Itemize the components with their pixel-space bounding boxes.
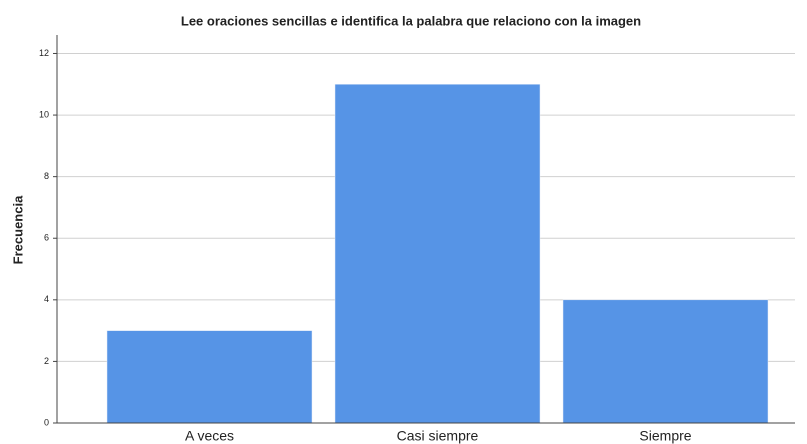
y-tick-label: 12	[39, 48, 49, 58]
x-tick-label: Siempre	[639, 428, 691, 444]
y-tick-label: 10	[39, 109, 49, 119]
y-tick-label: 8	[44, 171, 49, 181]
bar	[106, 330, 313, 424]
x-tick-label: Casi siempre	[397, 428, 479, 444]
y-axis-label: Frecuencia	[10, 195, 25, 264]
y-tick-label: 2	[44, 356, 49, 366]
y-tick-label: 4	[44, 294, 49, 304]
bar	[334, 84, 541, 424]
chart-title: Lee oraciones sencillas e identifica la …	[181, 13, 641, 28]
x-tick-label: A veces	[185, 428, 234, 444]
bar	[562, 299, 769, 424]
y-tick-label: 0	[44, 417, 49, 427]
y-tick-label: 6	[44, 233, 49, 243]
